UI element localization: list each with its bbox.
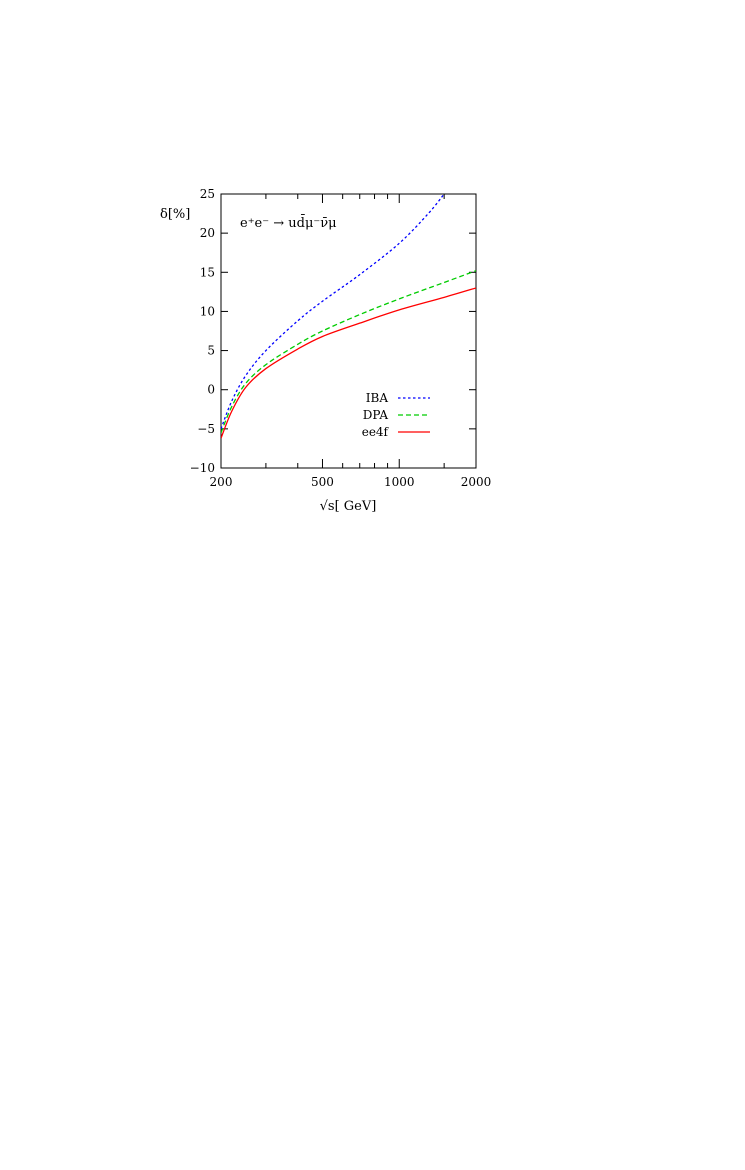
x-tick-label: 2000 (461, 475, 492, 489)
axis-ticks (220, 193, 477, 469)
chart-annotation: e⁺e⁻ → ud̄μ⁻ν̄μ (240, 214, 337, 231)
series-line-ee4f (221, 287, 476, 439)
legend: IBA DPA ee4f (362, 391, 430, 439)
tick-labels: −10 −5 0 5 10 15 20 25 200 500 1000 2000 (190, 187, 492, 489)
y-tick-label: 0 (207, 383, 215, 397)
series-line-dpa (221, 270, 476, 434)
y-tick-label: −10 (190, 461, 215, 475)
x-tick-label: 200 (210, 475, 233, 489)
series-lines (221, 194, 476, 439)
y-tick-label: 10 (200, 304, 215, 318)
y-tick-label: 20 (200, 226, 215, 240)
y-tick-label: 15 (200, 265, 215, 279)
legend-label-ee4f: ee4f (362, 425, 390, 439)
plot-frame (220, 193, 477, 469)
plot-border (220, 193, 477, 469)
x-axis-label: √s[ GeV] (320, 499, 377, 514)
y-axis-label: δ[%] (160, 207, 190, 222)
legend-label-iba: IBA (366, 391, 389, 405)
y-tick-label: 5 (207, 344, 215, 358)
x-tick-label: 500 (311, 475, 334, 489)
y-tick-label: 25 (200, 187, 215, 201)
y-tick-label: −5 (197, 422, 215, 436)
legend-label-dpa: DPA (363, 408, 389, 422)
series-line-iba (221, 194, 445, 430)
x-tick-label: 1000 (384, 475, 415, 489)
